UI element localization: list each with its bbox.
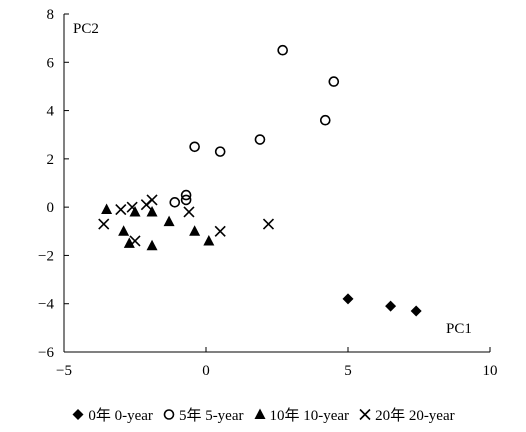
circle-point: [180, 194, 192, 206]
triangle-legend-icon: [254, 408, 265, 419]
x-tick-label: 0: [202, 363, 210, 379]
scatter-plot: −6 −4 −2 0 2 4 6 8 −5 0 5 10 PC2 PC1: [38, 7, 497, 379]
diamond-legend-icon: [72, 409, 84, 420]
legend-item: 10年 10-year: [253, 404, 350, 425]
y-tick-label: 8: [47, 7, 55, 23]
y-tick-label: 4: [47, 104, 55, 120]
triangle-point: [203, 234, 215, 246]
x-tick-label: 10: [483, 363, 498, 379]
y-axis-label: PC2: [73, 21, 99, 37]
triangle-point: [123, 237, 135, 248]
x-axis-label: PC1: [446, 321, 472, 337]
y-tick-label: −2: [38, 248, 54, 264]
circle-point: [254, 134, 266, 145]
x-point: [183, 206, 195, 218]
circle-point: [169, 197, 181, 208]
legend-item: 20年 20-year: [358, 404, 455, 425]
x-point: [129, 235, 141, 247]
diamond-point: [385, 300, 397, 312]
diamond-point: [410, 305, 422, 317]
legend-label: 0年 0-year: [88, 407, 153, 424]
y-tick-label: −4: [38, 297, 54, 313]
triangle-point: [118, 225, 130, 236]
circle-point: [328, 76, 340, 87]
x-point: [214, 225, 226, 237]
x-point: [98, 218, 110, 230]
axis-ticks: −6 −4 −2 0 2 4 6 8 −5 0 5 10: [38, 7, 497, 379]
triangle-point: [163, 215, 175, 227]
axes: [63, 14, 490, 353]
circle-point: [180, 189, 192, 201]
x-point: [115, 203, 127, 216]
triangle-point: [146, 205, 158, 217]
x-legend-icon: [359, 408, 371, 421]
circle-legend-marker: [163, 409, 175, 420]
circle-point: [189, 141, 200, 153]
circle-point: [277, 44, 288, 56]
x-tick-label: −5: [56, 363, 72, 379]
circle-point: [319, 114, 331, 126]
legend-item: 5年 5-year: [162, 404, 244, 425]
data-points: [98, 44, 422, 317]
triangle-point: [101, 203, 113, 215]
y-tick-label: 6: [47, 55, 55, 71]
diamond-point: [342, 293, 354, 305]
circle-point: [214, 146, 226, 157]
x-legend-marker: [359, 408, 371, 421]
triangle-point: [146, 239, 158, 251]
triangle-legend-marker: [254, 408, 265, 419]
legend-label: 10年 10-year: [269, 407, 350, 424]
circle-legend-icon: [163, 409, 175, 420]
legend-label: 20年 20-year: [375, 407, 455, 424]
diamond-legend-marker: [72, 409, 84, 420]
x-point: [146, 194, 158, 206]
x-point: [126, 201, 138, 213]
legend-item: 0年 0-year: [71, 404, 153, 425]
y-tick-label: 2: [47, 152, 55, 168]
legend: 0年 0-year 5年 5-year 10年 10-year 20年 20-year: [0, 400, 526, 428]
y-tick-label: −6: [38, 345, 54, 361]
legend-label: 5年 5-year: [178, 407, 244, 424]
y-tick-label: 0: [47, 200, 55, 216]
x-tick-label: 5: [344, 363, 352, 379]
triangle-point: [189, 225, 201, 236]
triangle-point: [129, 205, 141, 217]
x-point: [262, 218, 275, 230]
